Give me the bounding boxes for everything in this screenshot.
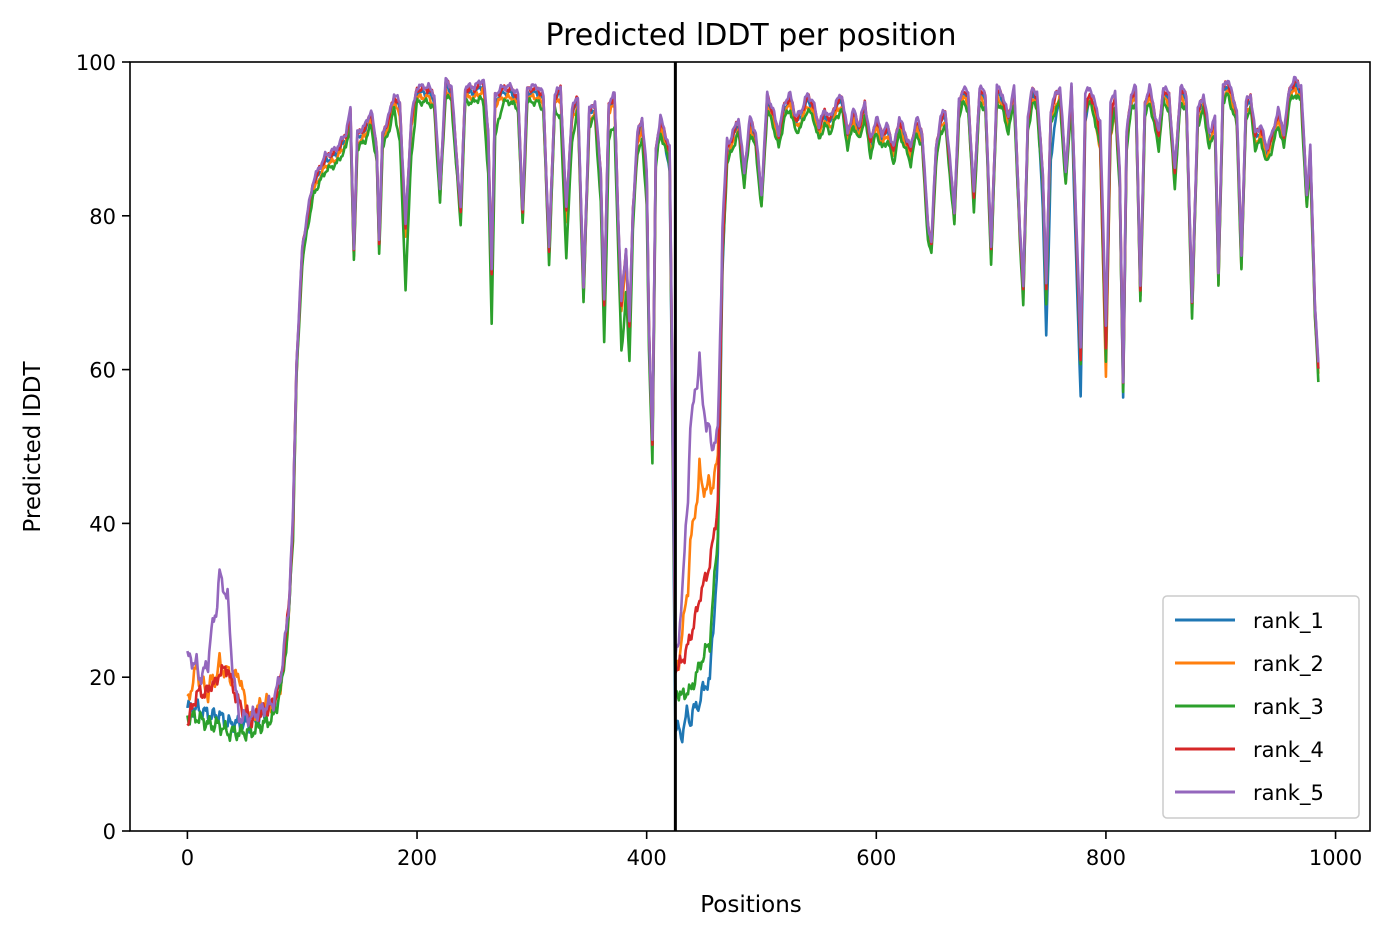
- legend-label: rank_1: [1253, 609, 1324, 634]
- y-tick-label: 80: [89, 205, 116, 229]
- y-tick-label: 0: [103, 820, 116, 844]
- y-tick-label: 40: [89, 512, 116, 536]
- plot-frame: [129, 61, 1371, 832]
- axes: 0 200 400 600 800 1000 0 20 40 60 80 100: [76, 51, 1371, 870]
- x-tick-label: 200: [397, 846, 437, 870]
- legend-box: [1162, 595, 1360, 819]
- legend: rank_1 rank_2 rank_3 rank_4 rank_5: [1162, 595, 1360, 819]
- legend-label: rank_3: [1253, 695, 1324, 720]
- y-tick-label: 20: [89, 666, 116, 690]
- plot-area: [186, 62, 1320, 831]
- legend-label: rank_5: [1253, 781, 1324, 806]
- y-tick-label: 60: [89, 359, 116, 383]
- y-axis-label: Predicted lDDT: [20, 360, 46, 532]
- x-tick-label: 400: [627, 846, 667, 870]
- legend-label: rank_4: [1253, 738, 1324, 763]
- chart-title: Predicted lDDT per position: [546, 18, 957, 53]
- legend-label: rank_2: [1253, 652, 1324, 677]
- x-axis-label: Positions: [700, 892, 802, 918]
- series-line-rank-5: [186, 75, 1320, 728]
- series-line-rank-3: [186, 92, 1320, 743]
- x-tick-label: 800: [1086, 846, 1126, 870]
- x-tick-label: 0: [181, 846, 194, 870]
- x-tick-label: 1000: [1309, 846, 1362, 870]
- x-tick-label: 600: [856, 846, 896, 870]
- y-tick-label: 100: [76, 51, 116, 75]
